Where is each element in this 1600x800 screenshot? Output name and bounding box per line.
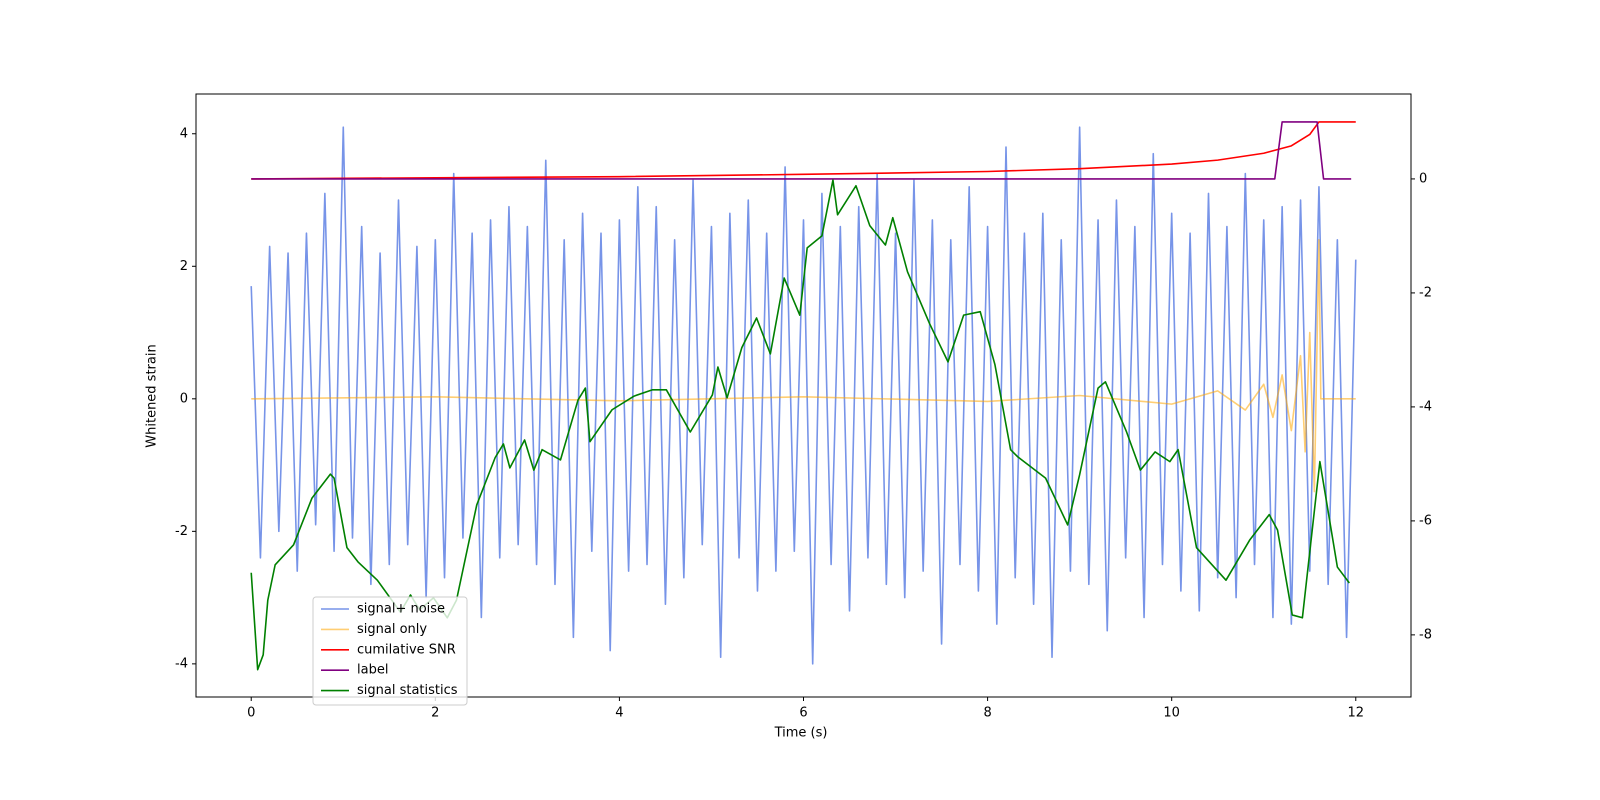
legend-label: signal statistics bbox=[357, 683, 458, 698]
y2-tick-label: -4 bbox=[1419, 399, 1432, 414]
y-tick-label: -2 bbox=[175, 524, 188, 539]
x-tick-label: 10 bbox=[1163, 706, 1180, 721]
y-tick-label: 2 bbox=[180, 259, 188, 274]
y-tick-label: -4 bbox=[175, 656, 188, 671]
legend-label: label bbox=[357, 663, 388, 678]
x-axis-label: Time (s) bbox=[774, 726, 828, 741]
y-tick-label: 0 bbox=[180, 391, 188, 406]
x-tick-label: 2 bbox=[431, 706, 439, 721]
legend-label: signal only bbox=[357, 622, 427, 637]
legend-label: cumilative SNR bbox=[357, 642, 456, 657]
series-line bbox=[250, 126, 1357, 665]
x-tick-label: 0 bbox=[247, 706, 255, 721]
legend: signal+ noise signal only cumilative SNR la… bbox=[312, 596, 468, 706]
y-axis-label: Whitened strain bbox=[145, 344, 160, 447]
x-tick-label: 8 bbox=[983, 706, 991, 721]
legend-label: signal+ noise bbox=[357, 602, 445, 617]
x-tick-label: 4 bbox=[615, 706, 623, 721]
x-tick-label: 6 bbox=[799, 706, 807, 721]
legend-box bbox=[312, 596, 468, 706]
y-tick-label: 4 bbox=[180, 126, 188, 141]
x-tick-label: 12 bbox=[1347, 706, 1364, 721]
series-line bbox=[251, 121, 1352, 180]
plot-area bbox=[250, 121, 1357, 671]
series-line bbox=[251, 121, 1356, 180]
series-line bbox=[251, 238, 1356, 493]
y2-tick-label: -2 bbox=[1419, 285, 1432, 300]
y2-tick-label: 0 bbox=[1419, 171, 1427, 186]
y2-tick-label: -8 bbox=[1419, 627, 1432, 642]
y2-tick-label: -6 bbox=[1419, 513, 1432, 528]
